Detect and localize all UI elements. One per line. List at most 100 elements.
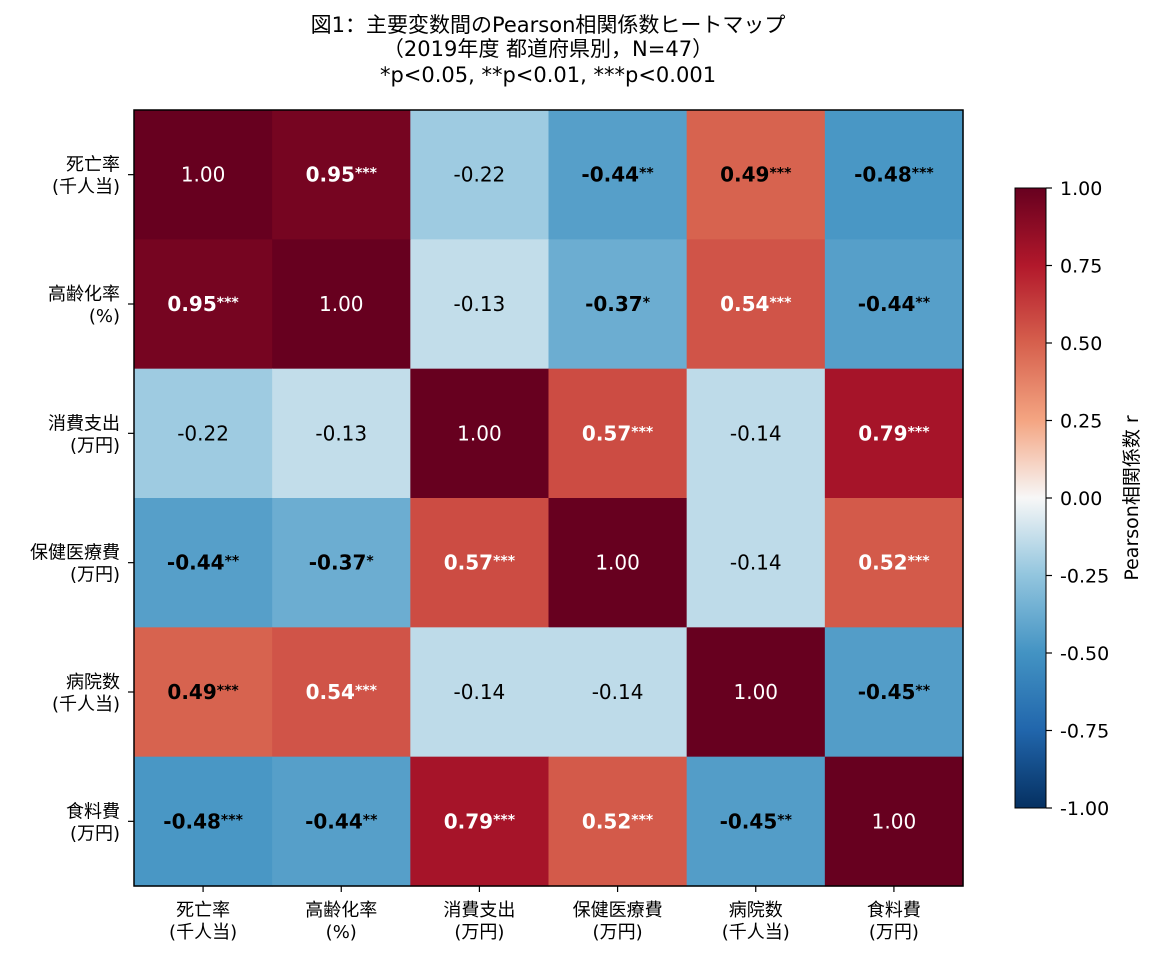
y-tick-label: 病院数(千人当) [52,672,120,715]
heatmap-cell [272,239,411,370]
colorbar-tick-label: 0.50 [1060,333,1102,355]
heatmap-cell [272,627,411,758]
heatmap-cell-labels: 1.00 0.95*** -0.22 -0.44** 0.49*** -0.48***0.… [163,163,934,834]
colorbar-tick-label: -0.50 [1060,643,1109,665]
heatmap-cell [686,627,826,758]
heatmap-cell [410,627,550,758]
heatmap-cell [410,110,550,240]
heatmap-cell [548,498,688,628]
significance-stars: ** [915,683,930,699]
cell-value-label: 0.49*** [720,163,792,187]
x-tick-label: 消費支出(万円) [443,900,515,943]
cell-value-label: -0.13 [454,292,506,316]
significance-stars: *** [493,812,516,828]
cell-value-label: -0.22 [454,163,506,187]
heatmap-cells [134,110,964,887]
colorbar-label: Pearson相関係数 r [1121,415,1143,581]
x-tick-label: 食料費(万円) [867,900,921,943]
x-axis: 死亡率(千人当) 高齢化率(%) 消費支出(万円) 保健医療費(万円) 病院数(千人当)… [169,886,921,943]
significance-stars: *** [912,166,935,182]
significance-stars: ** [915,295,930,311]
heatmap-cell [410,368,550,499]
cell-value-label: -0.45** [720,809,793,833]
cell-value-label: -0.48*** [163,809,243,833]
colorbar-tick-label: 0.75 [1060,256,1102,278]
cell-value-label: 1.00 [319,292,364,316]
heatmap-cell [272,368,411,499]
cell-value-label: -0.14 [592,680,644,704]
heatmap-cell [824,239,964,370]
chart-title-line-1: 図1：主要変数間のPearson相関係数ヒートマップ [311,13,786,37]
significance-stars: *** [217,295,240,311]
chart-title-line-3: *p<0.05, **p<0.01, ***p<0.001 [380,63,716,87]
heatmap-cell [548,627,688,758]
colorbar-gradient [1014,187,1047,809]
colorbar-tick-label: 0.25 [1060,411,1102,433]
significance-stars: *** [493,554,516,570]
heatmap-cell [686,239,826,370]
significance-stars: *** [908,424,931,440]
heatmap-cell [134,110,273,240]
significance-stars: *** [631,812,654,828]
significance-stars: *** [221,812,244,828]
colorbar-tick-label: 0.00 [1060,488,1102,510]
cell-value-label: -0.37* [309,551,375,575]
significance-stars: ** [777,812,792,828]
significance-stars: *** [769,295,792,311]
y-axis: 死亡率(千人当) 高齢化率(%) 消費支出(万円) 保健医療費(万円) 病院数(千人当)… [30,155,134,844]
heatmap-cell [824,110,964,240]
y-tick-label: 消費支出(万円) [48,413,120,456]
heatmap-cell [824,498,964,628]
heatmap-cell [134,756,273,887]
cell-value-label: -0.37* [585,292,651,316]
y-tick-label: 死亡率(千人当) [52,155,120,198]
heatmap-cell [824,627,964,758]
y-tick-label: 保健医療費(万円) [30,543,120,586]
significance-stars: *** [355,166,378,182]
heatmap-cell [272,110,411,240]
heatmap-cell [134,368,273,499]
cell-value-label: 1.00 [595,551,640,575]
heatmap-cell [548,368,688,499]
heatmap-cell [134,627,273,758]
x-tick-label: 病院数(千人当) [722,900,790,943]
significance-stars: *** [631,424,654,440]
significance-stars: ** [363,812,378,828]
cell-value-label: 1.00 [181,163,226,187]
heatmap-cell [410,756,550,887]
chart-title-line-2: （2019年度 都道府県別，N=47） [383,37,713,61]
heatmap-cell [686,756,826,887]
colorbar-tick-label: 1.00 [1060,178,1102,200]
plot-frame [133,109,964,887]
heatmap-cell [686,368,826,499]
heatmap-cell [134,498,273,628]
significance-stars: *** [355,683,378,699]
significance-stars: *** [769,166,792,182]
cell-value-label: -0.13 [315,421,367,445]
colorbar-ticks: 1.00 0.75 0.50 0.25 0.00 -0.25 -0.50 -0.75 -1.00 [1046,178,1109,820]
cell-value-label: 1.00 [457,421,502,445]
chart-title: 図1：主要変数間のPearson相関係数ヒートマップ （2019年度 都道府県別… [311,13,786,87]
heatmap-cell [824,756,964,887]
y-tick-label: 食料費(万円) [66,801,120,844]
heatmap-cell [824,368,964,499]
significance-stars: *** [908,554,931,570]
cell-value-label: -0.22 [177,421,229,445]
heatmap-cell [410,239,550,370]
cell-value-label: 1.00 [872,809,917,833]
colorbar-tick-label: -1.00 [1060,798,1109,820]
significance-stars: ** [639,166,654,182]
heatmap-cell [548,756,688,887]
cell-value-label: -0.14 [454,680,506,704]
cell-value-label: 1.00 [733,680,778,704]
significance-stars: * [366,554,374,570]
heatmap-cell [686,110,826,240]
colorbar-tick-label: -0.75 [1060,721,1109,743]
cell-value-label: -0.14 [730,551,782,575]
x-tick-label: 保健医療費(万円) [573,900,663,943]
heatmap-cell [686,498,826,628]
heatmap-cell [272,498,411,628]
significance-stars: ** [225,554,240,570]
cell-value-label: -0.14 [730,421,782,445]
